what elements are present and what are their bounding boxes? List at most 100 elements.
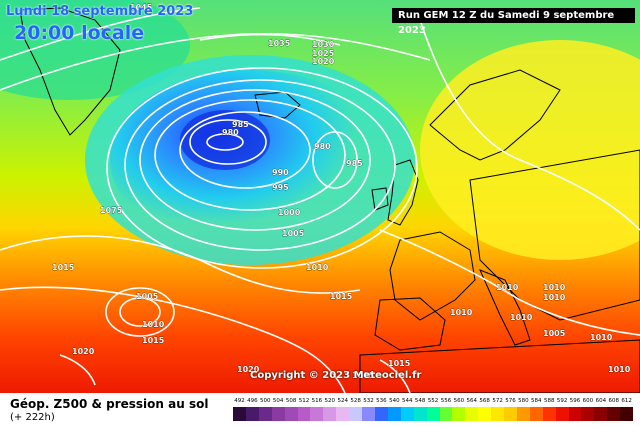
pressure-label: 1035 xyxy=(268,39,291,48)
isobar-1005-south xyxy=(379,359,411,393)
pressure-label: 1010 xyxy=(510,313,533,322)
pressure-labels: 1045 1035 1030 1025 1020 985 980 990 995… xyxy=(52,3,631,381)
iberia-coast xyxy=(374,297,446,351)
pressure-label: 1010 xyxy=(142,320,165,329)
scale-swatch xyxy=(233,407,246,421)
scale-label: 500 xyxy=(260,398,271,404)
scale-swatch xyxy=(439,407,453,421)
scale-label: 596 xyxy=(569,398,581,404)
legend-title: Géop. Z500 & pression au sol xyxy=(10,397,209,411)
scale-label: 564 xyxy=(466,398,478,404)
isobar-1005 xyxy=(124,79,396,251)
legend-subtitle: (+ 222h) xyxy=(10,412,55,423)
scale-label: 592 xyxy=(556,398,568,404)
isobar-1035 xyxy=(0,7,201,61)
scale-label: 524 xyxy=(337,398,348,404)
scale-label: 552 xyxy=(427,398,439,404)
scale-swatch xyxy=(504,407,517,421)
isobar-low-south xyxy=(119,297,161,327)
pressure-label: 1020 xyxy=(72,347,95,356)
scale-swatch xyxy=(491,407,505,421)
scale-swatch xyxy=(362,407,375,421)
scale-swatch xyxy=(400,407,414,421)
pressure-label: 1005 xyxy=(136,292,159,301)
scale-label: 568 xyxy=(479,398,490,404)
scale-label: 560 xyxy=(453,398,465,404)
pressure-label: 1010 xyxy=(543,283,566,292)
scale-label: 548 xyxy=(414,398,426,404)
scale-swatch xyxy=(620,407,634,421)
scale-label: 604 xyxy=(595,398,607,404)
trough-north-west xyxy=(0,0,190,100)
pressure-label: 1000 xyxy=(278,208,301,217)
pressure-label: 1075 xyxy=(100,206,123,215)
scale-swatch xyxy=(555,407,569,421)
pressure-label: 1015 xyxy=(388,359,411,368)
scale-label: 516 xyxy=(311,398,323,404)
pressure-label: 1005 xyxy=(282,229,305,238)
pressure-label: 1025 xyxy=(312,49,335,58)
scale-swatch xyxy=(387,407,401,421)
scale-swatch xyxy=(607,407,621,421)
color-scale-labels: 492 496 500 504 508 512 516 520 524 528 532 536 540 5… xyxy=(233,396,633,406)
scale-swatch xyxy=(452,407,466,421)
pressure-label: 980 xyxy=(314,142,331,151)
scale-swatch xyxy=(323,407,337,421)
scandinavia-coast xyxy=(429,69,561,161)
pressure-label: 1015 xyxy=(142,336,165,345)
scale-label: 576 xyxy=(505,398,516,404)
pressure-label: 1020 xyxy=(312,57,335,66)
scale-swatch xyxy=(581,407,595,421)
isobar-1015 xyxy=(0,286,346,393)
north-africa-coast xyxy=(359,339,640,393)
isobar-1020 xyxy=(0,235,361,294)
forecast-time: 20:00 locale xyxy=(14,22,145,44)
isobar-1000 xyxy=(139,89,371,231)
scale-label: 588 xyxy=(543,398,555,404)
scale-label: 540 xyxy=(389,398,400,404)
scale-label: 572 xyxy=(492,398,503,404)
scale-label: 556 xyxy=(440,398,452,404)
isobar-990 xyxy=(179,111,311,189)
pressure-label: 1030 xyxy=(312,40,335,49)
scale-swatch xyxy=(478,407,492,421)
pressure-label: 1045 xyxy=(130,3,153,12)
scale-swatch xyxy=(336,407,350,421)
color-scale: 492 496 500 504 508 512 516 520 524 528 532 536 540 5… xyxy=(233,396,634,421)
scale-swatch xyxy=(465,407,479,421)
color-scale-bar xyxy=(233,407,634,421)
isobar-1025 xyxy=(0,32,431,91)
scale-label: 508 xyxy=(285,398,297,404)
iceland-coast xyxy=(254,91,301,119)
isobar-secondary-low xyxy=(312,131,358,189)
scale-swatch xyxy=(529,407,543,421)
pressure-label: 1010 xyxy=(496,283,519,292)
central-europe-borders xyxy=(469,149,640,321)
pressure-label: 995 xyxy=(272,183,289,192)
scale-swatch xyxy=(413,407,427,421)
scale-label: 612 xyxy=(621,398,632,404)
isobar-1010 xyxy=(106,67,418,269)
pressure-label: 990 xyxy=(272,168,289,177)
scale-label: 532 xyxy=(363,398,374,404)
model-run-banner: Run GEM 12 Z du Samedi 9 septembre 2023 xyxy=(392,8,635,36)
pressure-label: 1020 xyxy=(237,365,260,374)
scale-swatch xyxy=(542,407,556,421)
pressure-label: 1005 xyxy=(352,371,375,380)
scale-label: 608 xyxy=(608,398,619,404)
pressure-label: 1010 xyxy=(590,333,613,342)
isobar-1020-south xyxy=(59,354,96,386)
scale-swatch xyxy=(284,407,298,421)
pressure-label: 1010 xyxy=(306,263,329,272)
pressure-label: 1010 xyxy=(608,365,631,374)
scale-swatch xyxy=(568,407,582,421)
italy-coast xyxy=(479,269,531,346)
scale-swatch xyxy=(271,407,285,421)
isobar-985 xyxy=(189,119,267,165)
forecast-date: Lundi 18 septembre 2023 xyxy=(6,4,194,19)
greenland-coast xyxy=(19,7,121,136)
pressure-label: 1010 xyxy=(543,293,566,302)
isobar-south-east xyxy=(379,229,640,336)
isobar-low-south-outer xyxy=(105,287,175,337)
weather-map: 1045 1035 1030 1025 1020 985 980 990 995… xyxy=(0,0,640,393)
